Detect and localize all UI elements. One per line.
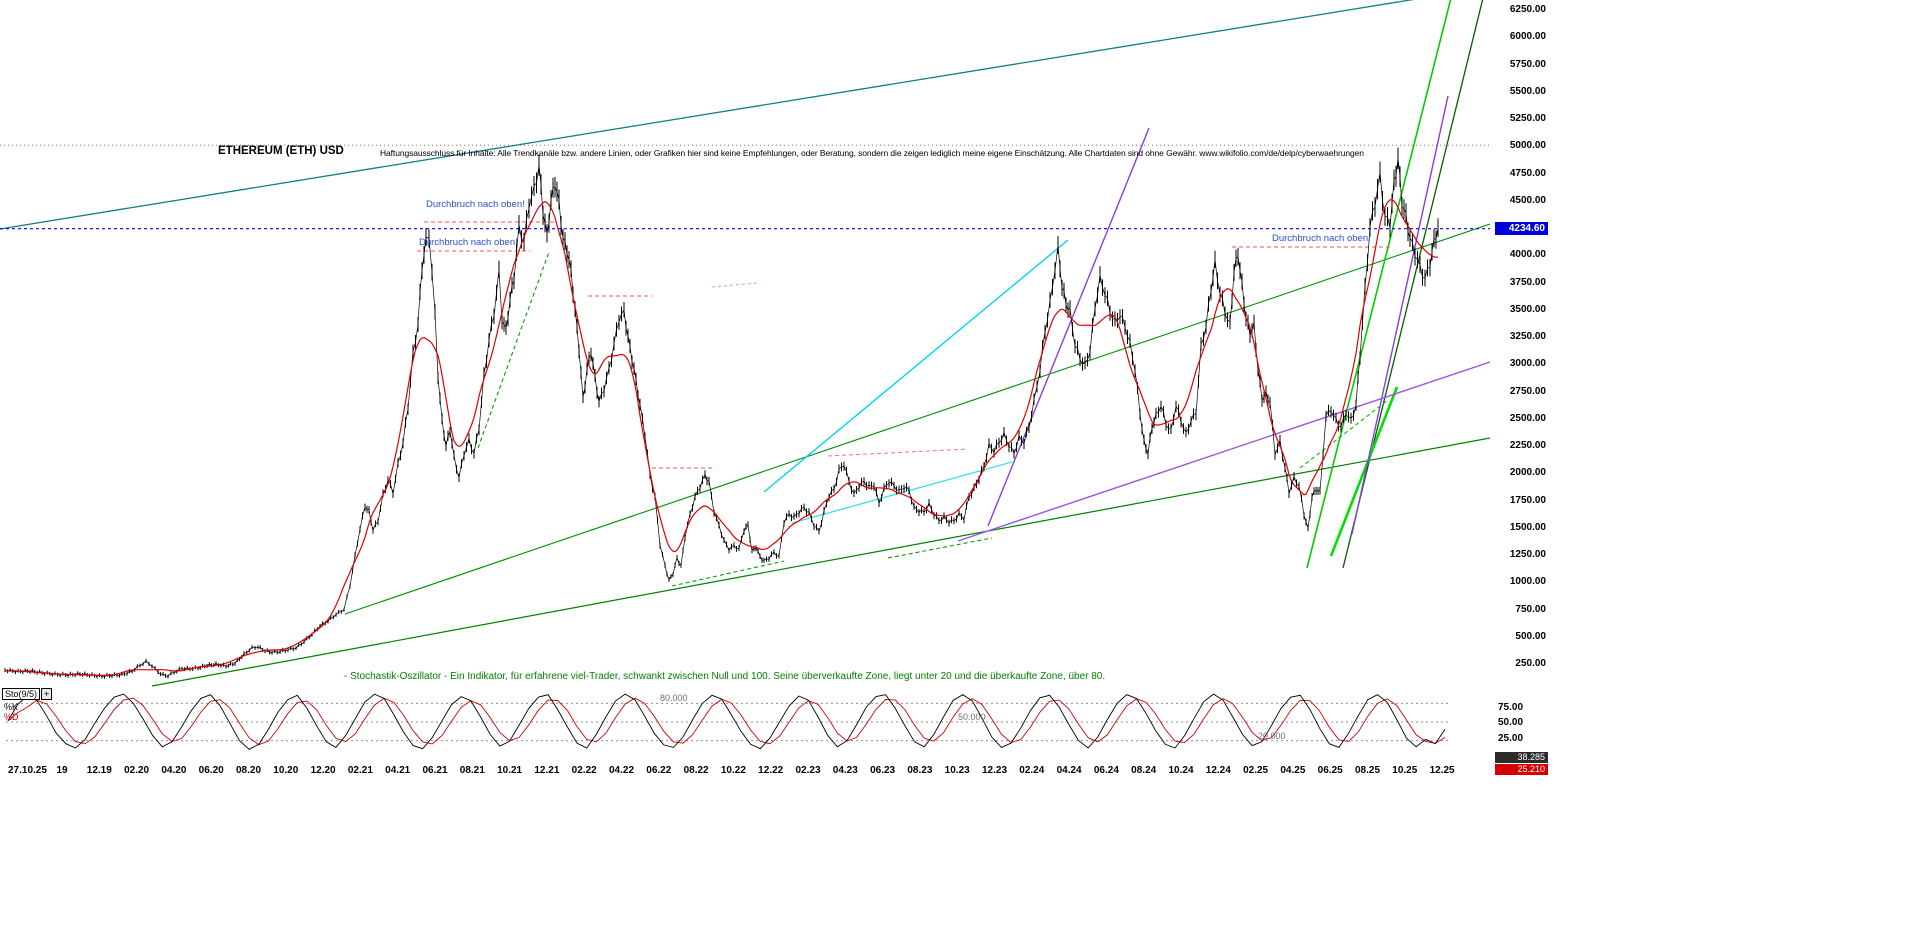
oscillator-band-label: 50.000 (958, 712, 986, 722)
stochastic-k-value-badge: 38.285 (1495, 752, 1548, 763)
date-axis-label: 04.25 (1280, 765, 1306, 776)
price-axis-label: 4000.00 (1509, 249, 1546, 261)
current-price-badge: 4234.60 (1495, 222, 1548, 235)
price-axis-label: 3250.00 (1509, 331, 1546, 342)
price-axis-label: 750.00 (1515, 603, 1546, 615)
date-axis-label: 02.21 (347, 765, 373, 776)
stochastic-d-value-badge: 25.210 (1495, 764, 1548, 775)
date-axis-label: 06.23 (870, 765, 896, 776)
date-axis-label: 10.24 (1168, 765, 1194, 776)
oscillator-axis-label: 50.00 (1498, 717, 1524, 728)
date-axis-label: 06.24 (1093, 765, 1119, 776)
date-axis-label: 12.24 (1205, 765, 1231, 776)
breakout-annotation: Durchbruch nach oben! (426, 199, 525, 210)
price-axis-label: 2750.00 (1509, 385, 1546, 397)
date-axis-label: 10.22 (720, 765, 746, 776)
breakout-annotation: Durchbruch nach oben! (419, 237, 518, 248)
date-axis-label: 02.25 (1243, 765, 1269, 776)
oscillator-band-label: 20.000 (1258, 730, 1286, 741)
disclaimer-text: Haftungsausschluss für Inhalte: Alle Tre… (380, 148, 1364, 158)
oscillator-header: Sto(9/5) + (2, 688, 53, 700)
date-axis-label: 04.22 (608, 765, 635, 776)
date-axis-label: 06.20 (198, 765, 224, 776)
date-axis-label: 12.19 (86, 765, 112, 776)
date-axis-label: 10.21 (497, 765, 523, 776)
date-axis-label: 08.25 (1354, 765, 1381, 776)
chart-title: ETHEREUM (ETH) USD (218, 145, 344, 157)
price-axis-label: 5750.00 (1509, 58, 1546, 70)
oscillator-indicator-label: Sto(9/5) (2, 688, 41, 700)
price-axis-label: 4750.00 (1509, 167, 1546, 179)
price-axis-label: 6250.00 (1509, 4, 1546, 15)
date-axis-label: 06.21 (422, 765, 448, 776)
date-axis-label: 27.10.25 (8, 765, 47, 776)
date-axis-label: 02.24 (1019, 765, 1045, 776)
date-axis-label: 10.20 (273, 765, 299, 776)
price-axis-label: 1250.00 (1509, 549, 1546, 560)
price-axis-label: 5250.00 (1509, 113, 1546, 124)
date-axis-label: 04.21 (385, 765, 411, 776)
price-axis-label: 500.00 (1515, 630, 1546, 642)
price-axis-label: 5500.00 (1509, 85, 1546, 97)
date-axis-label: 02.20 (124, 765, 150, 776)
oscillator-axis-label: 75.00 (1498, 701, 1524, 713)
date-axis-label: 04.24 (1056, 765, 1082, 776)
date-axis-label: 12.20 (310, 765, 336, 776)
price-axis-label: 2500.00 (1509, 412, 1546, 424)
breakout-annotation: Durchbruch nach oben! (1272, 233, 1371, 244)
date-axis-label: 08.21 (459, 765, 485, 776)
price-axis-label: 4500.00 (1509, 194, 1546, 206)
date-axis-label: 12.22 (758, 765, 784, 776)
percent-d-label: %D (4, 712, 19, 722)
stochastic-oscillator-canvas[interactable] (0, 686, 1460, 756)
date-axis-label: 12.23 (981, 765, 1008, 776)
date-axis-label: 08.22 (683, 765, 709, 776)
date-axis-label: 08.20 (235, 765, 262, 776)
oscillator-axis-label: 25.00 (1498, 732, 1524, 744)
price-axis-label: 3750.00 (1509, 276, 1546, 288)
price-axis-label: 3000.00 (1509, 358, 1546, 370)
date-axis-label: 04.23 (832, 765, 858, 776)
add-indicator-icon[interactable]: + (41, 688, 53, 700)
price-axis-label: 2000.00 (1509, 467, 1546, 479)
date-axis-label: 06.25 (1317, 765, 1343, 776)
date-axis-label: 02.23 (795, 765, 821, 776)
price-axis-label: 250.00 (1515, 658, 1546, 669)
date-axis-label: 19 (56, 765, 68, 776)
percent-k-label: %K (4, 702, 19, 712)
price-axis-label: 1750.00 (1509, 494, 1546, 506)
date-axis-label: 12.21 (534, 765, 560, 776)
price-axis-label: 1500.00 (1509, 521, 1546, 533)
date-axis-label: 10.25 (1392, 765, 1418, 776)
date-axis-label: 12.25 (1429, 765, 1455, 776)
price-axis-label: 2250.00 (1509, 440, 1546, 451)
price-axis-label: 5000.00 (1509, 140, 1546, 152)
oscillator-description: - Stochastik-Oszillator - Ein Indikator,… (344, 671, 1106, 682)
price-chart-canvas[interactable] (0, 0, 1490, 690)
date-axis-label: 02.22 (571, 765, 597, 776)
oscillator-band-label: 80.000 (660, 693, 688, 704)
date-axis-label: 10.23 (944, 765, 970, 776)
price-axis-label: 6000.00 (1509, 31, 1546, 43)
price-axis-label: 1000.00 (1509, 576, 1546, 588)
date-axis-label: 06.22 (646, 765, 672, 776)
date-axis-label: 04.20 (161, 765, 187, 776)
date-axis-label: 08.23 (907, 765, 933, 776)
price-axis-label: 3500.00 (1509, 303, 1546, 315)
date-axis-label: 08.24 (1131, 765, 1157, 776)
